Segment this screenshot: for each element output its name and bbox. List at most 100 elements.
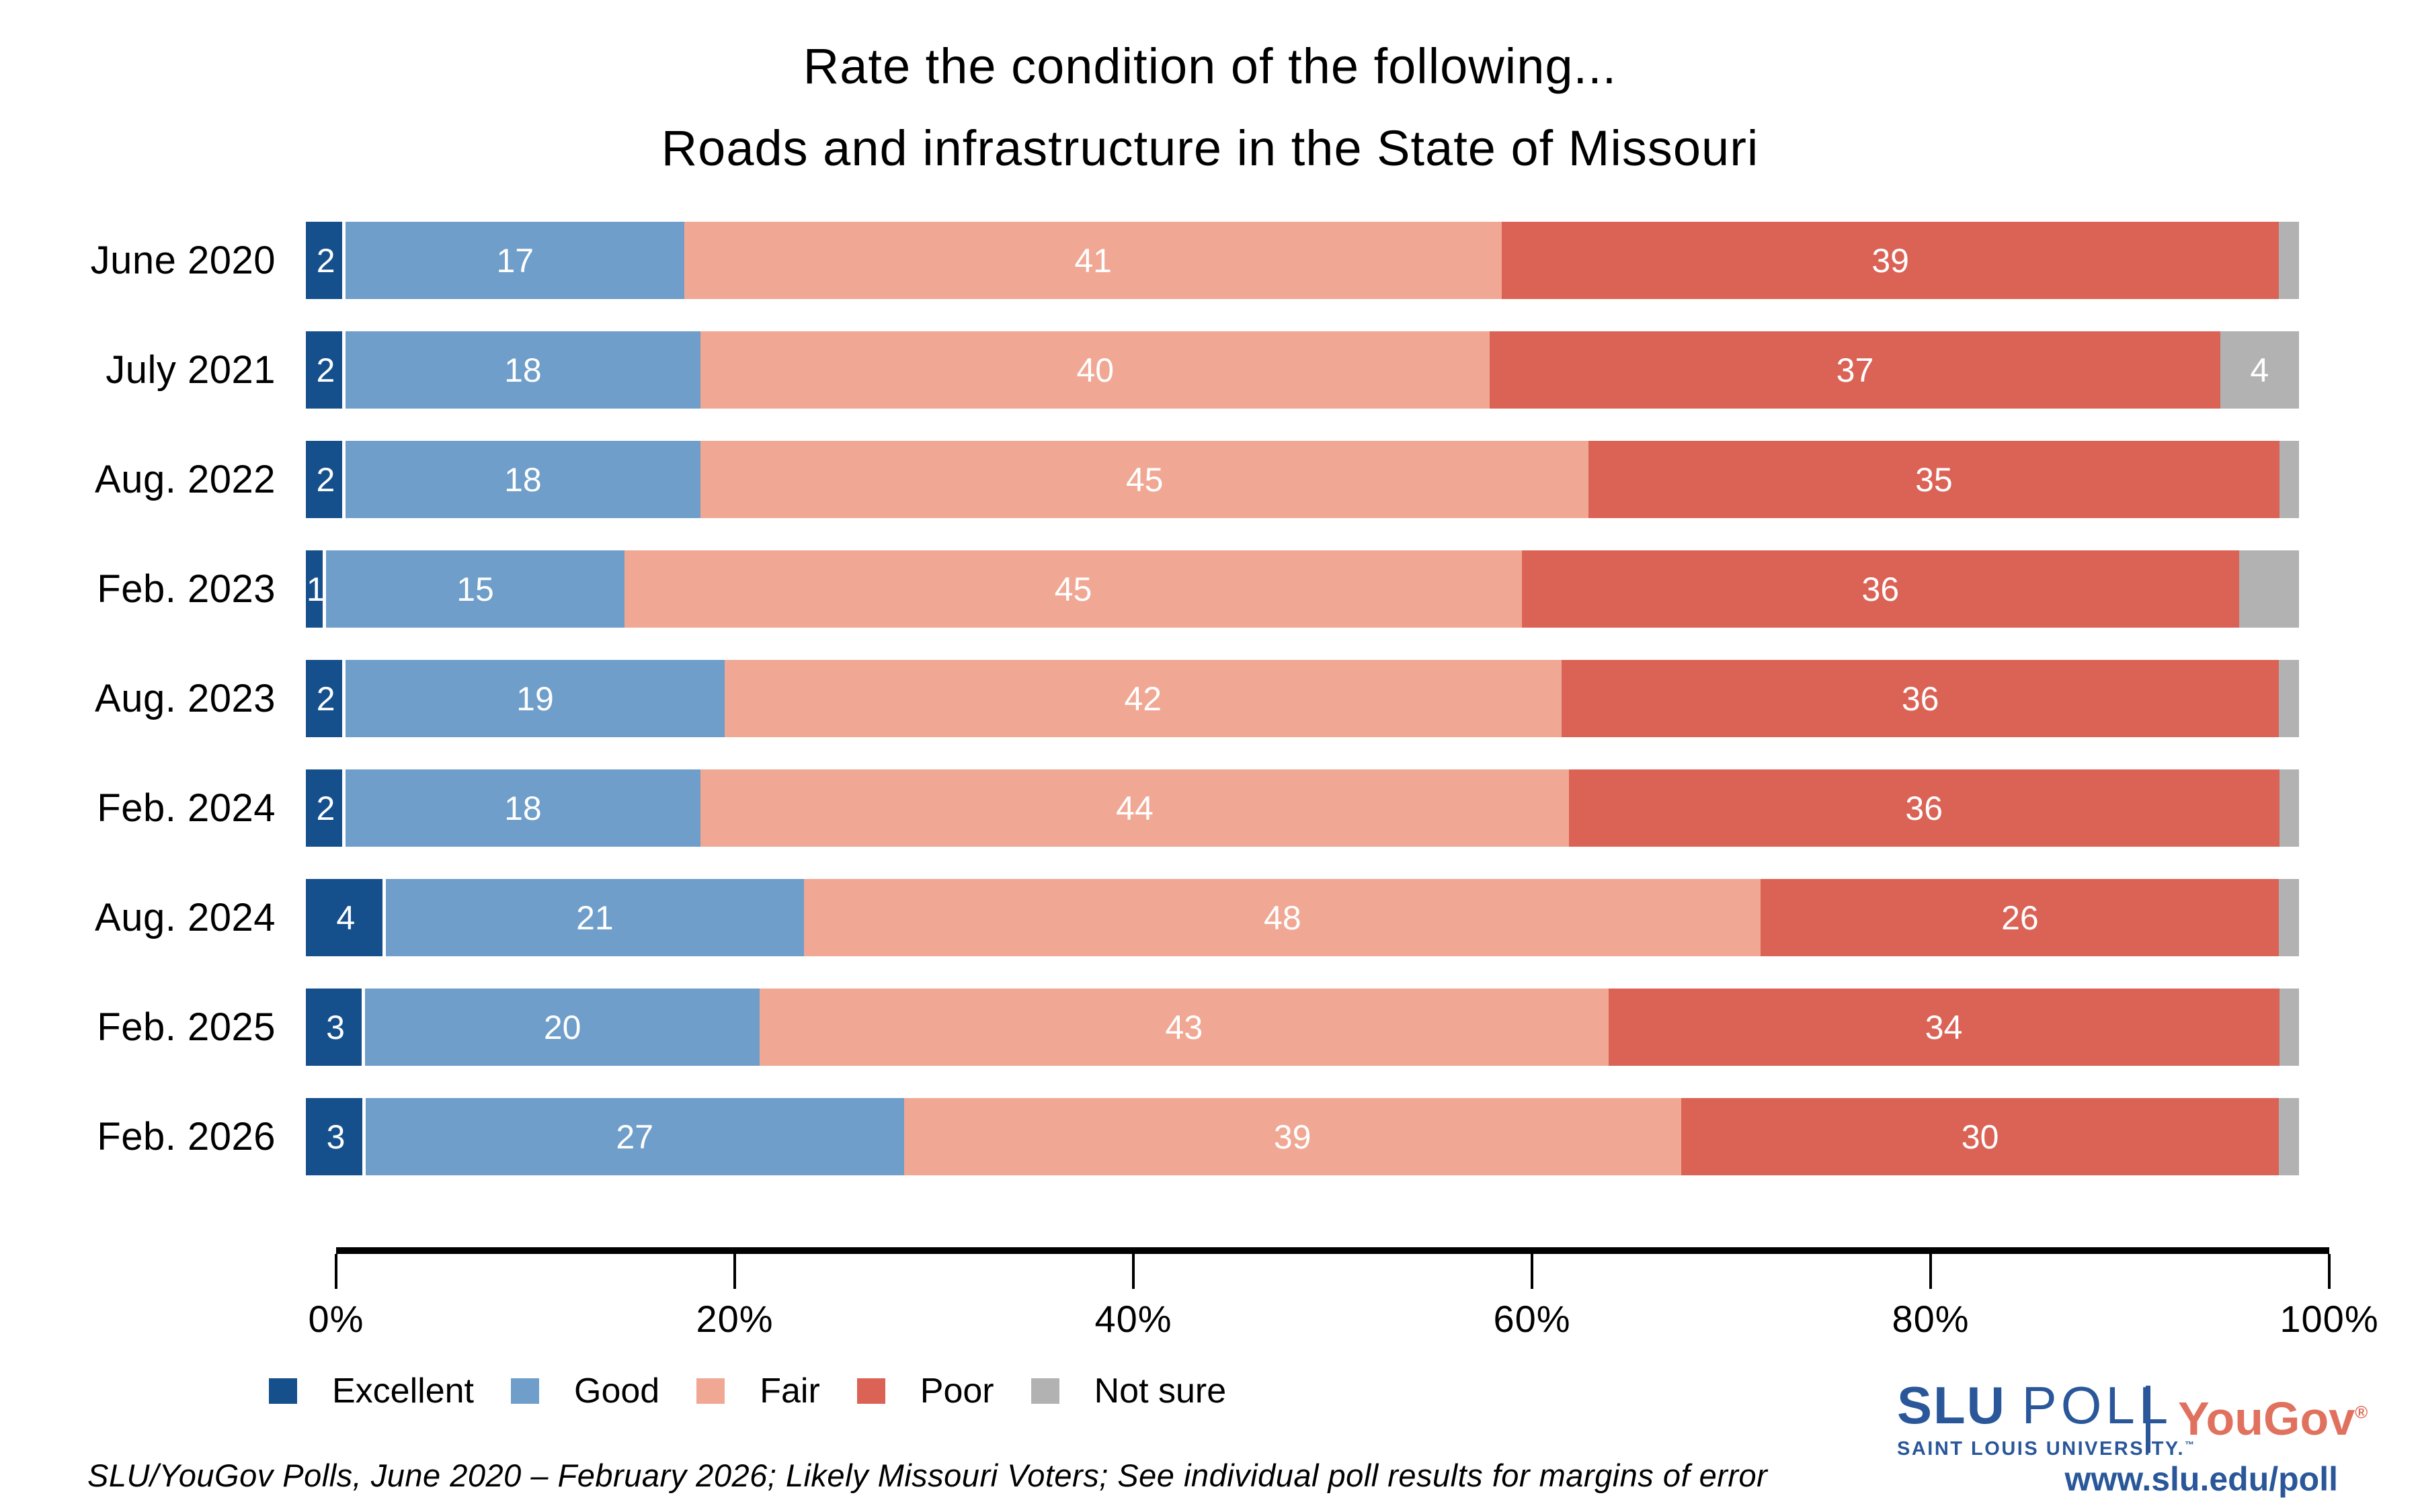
chart-title-line2: Roads and infrastructure in the State of… — [661, 120, 1759, 176]
legend-item-not-sure: Not sure — [1031, 1371, 1226, 1411]
legend-item-poor: Poor — [856, 1371, 994, 1411]
bar-segment-value: 34 — [1925, 1008, 1963, 1046]
bar-segment-value: 18 — [504, 460, 542, 499]
stacked-bar: 2 18 45 35 — [306, 441, 2300, 518]
bar-segment-value: 44 — [1116, 789, 1154, 827]
bar-segment-value: 3 — [326, 1008, 345, 1046]
chart-row: July 2021 2 18 40 37 4 — [0, 331, 2420, 409]
bar-segment-value: 2 — [316, 789, 335, 827]
x-axis-tick-label: 100% — [2280, 1298, 2379, 1340]
bar-segment-not-sure — [2279, 879, 2300, 956]
bar-segment-value: 18 — [504, 351, 542, 389]
bar-segment-fair: 45 — [700, 441, 1589, 518]
x-axis-tick-label: 20% — [696, 1298, 774, 1340]
row-label: Feb. 2023 — [97, 567, 276, 611]
row-label: Aug. 2023 — [95, 677, 276, 720]
chart-rows: June 2020 2 17 41 39 July 2021 2 18 40 37 4 Aug. 20… — [0, 222, 2420, 1208]
slu-university-text: SAINT LOUIS UNIVERSITY. — [1897, 1438, 2185, 1460]
bar-segment-value: 2 — [316, 460, 335, 499]
bar-segment-good: 19 — [346, 660, 725, 737]
legend-label: Fair — [760, 1372, 820, 1411]
row-label: Aug. 2024 — [95, 896, 276, 939]
x-axis: 0% 20% 40% 60% 80% 100% — [309, 1247, 2378, 1361]
bar-segment-fair: 42 — [724, 660, 1562, 737]
bar-segment-excellent: 1 — [306, 550, 326, 628]
bar-segment-not-sure — [2279, 660, 2299, 737]
bar-segment-value: 35 — [1915, 460, 1953, 499]
row-label: Feb. 2026 — [97, 1115, 276, 1159]
bar-segment-value: 37 — [1836, 351, 1874, 389]
bar-segment-fair: 45 — [624, 550, 1522, 628]
bar-segment-value: 15 — [456, 570, 494, 608]
row-label: Aug. 2022 — [95, 458, 276, 501]
bar-segment-value: 43 — [1165, 1008, 1203, 1046]
x-axis-tick-label: 40% — [1094, 1298, 1172, 1340]
legend-swatch — [269, 1378, 297, 1404]
bar-segment-value: 45 — [1054, 570, 1092, 608]
chart-row: Feb. 2024 2 18 44 36 — [0, 769, 2420, 847]
bar-segment-excellent: 3 — [306, 989, 366, 1066]
row-label: July 2021 — [106, 348, 276, 392]
bar-segment-not-sure: 4 — [2220, 331, 2299, 409]
bar-segment-value: 20 — [543, 1008, 581, 1046]
bar-segment-value: 19 — [516, 679, 554, 718]
slu-poll-url: www.slu.edu/poll — [2064, 1460, 2339, 1498]
bar-segment-fair: 41 — [684, 222, 1502, 299]
bar-segment-value: 17 — [496, 241, 534, 280]
chart-title: Rate the condition of the following... R… — [0, 26, 2420, 190]
bar-segment-value: 2 — [316, 241, 335, 280]
bar-segment-excellent: 2 — [306, 222, 346, 299]
stacked-bar: 3 27 39 30 — [306, 1098, 2299, 1175]
legend-swatch — [696, 1378, 725, 1404]
legend-swatch — [1031, 1378, 1059, 1404]
chart-row: Aug. 2022 2 18 45 35 — [0, 441, 2420, 518]
bar-segment-good: 18 — [345, 441, 701, 518]
logo-divider — [2146, 1386, 2150, 1453]
bar-segment-poor: 37 — [1490, 331, 2220, 409]
stacked-bar: 2 18 44 36 — [306, 769, 2300, 847]
bar-segment-poor: 36 — [1561, 660, 2280, 737]
yougov-logo: YouGov® — [2178, 1395, 2368, 1442]
x-axis-tick — [335, 1254, 337, 1289]
bar-segment-value: 18 — [504, 789, 542, 827]
trademark-mark: ™ — [2185, 1439, 2196, 1450]
x-axis-tick — [2328, 1254, 2331, 1289]
legend-swatch — [511, 1378, 539, 1404]
chart-row: Feb. 2025 3 20 43 34 — [0, 989, 2420, 1066]
chart-row: Feb. 2026 3 27 39 30 — [0, 1098, 2420, 1175]
bar-segment-not-sure — [2279, 769, 2300, 847]
chart-title-line1: Rate the condition of the following... — [803, 38, 1617, 94]
bar-segment-good: 18 — [345, 769, 701, 847]
bar-segment-value: 36 — [1905, 789, 1943, 827]
x-axis-tick-label: 0% — [308, 1298, 364, 1340]
bar-segment-poor: 30 — [1681, 1098, 2280, 1175]
legend-item-excellent: Excellent — [269, 1371, 474, 1411]
chart-row: Aug. 2024 4 21 48 26 — [0, 879, 2420, 956]
bar-segment-fair: 40 — [700, 331, 1490, 409]
slu-university-wordmark: SAINT LOUIS UNIVERSITY.™ — [1897, 1439, 2196, 1459]
bar-segment-excellent: 3 — [306, 1098, 366, 1175]
bar-segment-poor: 36 — [1521, 550, 2240, 628]
bar-segment-value: 48 — [1264, 898, 1301, 937]
row-label: Feb. 2025 — [97, 1005, 276, 1049]
bar-segment-value: 45 — [1125, 460, 1164, 499]
slu-poll-wordmark-slu: SLU — [1897, 1376, 2006, 1435]
legend: Excellent Good Fair Poor Not sure — [269, 1371, 1226, 1411]
bar-segment-fair: 43 — [760, 989, 1609, 1066]
stacked-bar: 3 20 43 34 — [306, 989, 2299, 1066]
legend-item-good: Good — [511, 1371, 659, 1411]
bar-segment-good: 17 — [346, 222, 685, 299]
bar-segment-good: 20 — [365, 989, 760, 1066]
chart-row: Aug. 2023 2 19 42 36 — [0, 660, 2420, 737]
chart-row: Feb. 2023 1 15 45 36 — [0, 550, 2420, 628]
bar-segment-value: 36 — [1861, 570, 1900, 608]
bar-segment-not-sure — [2279, 441, 2300, 518]
bar-segment-value: 2 — [316, 679, 335, 718]
stacked-bar: 1 15 45 36 — [306, 550, 2300, 628]
bar-segment-value: 4 — [336, 898, 356, 937]
chart-row: June 2020 2 17 41 39 — [0, 222, 2420, 299]
bar-segment-value: 2 — [316, 351, 335, 389]
row-label: Feb. 2024 — [97, 786, 276, 830]
bar-segment-good: 21 — [385, 879, 805, 956]
